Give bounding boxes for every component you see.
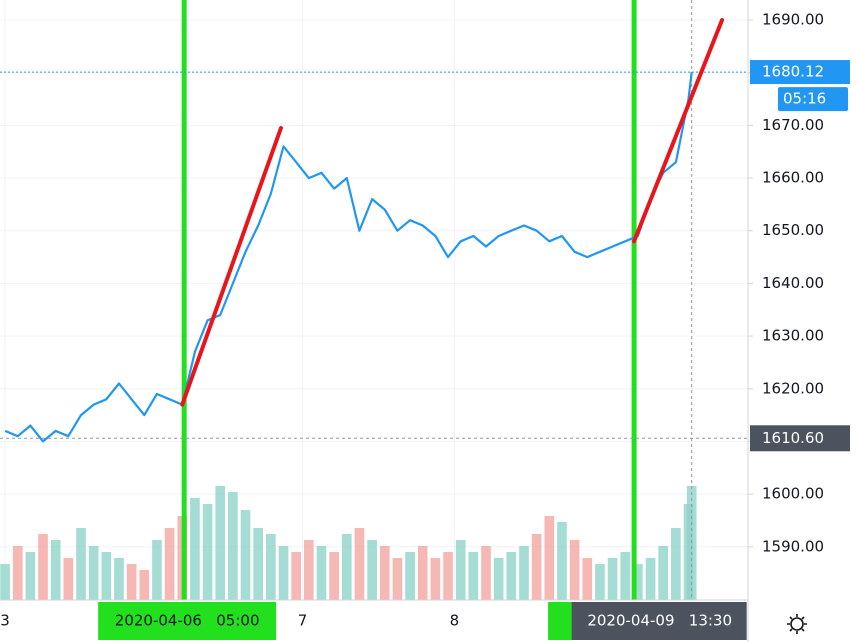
- volume-bar: [405, 552, 415, 600]
- volume-bar: [671, 528, 681, 600]
- volume-bar: [278, 546, 289, 600]
- volume-bar: [544, 516, 555, 600]
- volume-bar: [164, 528, 175, 600]
- volume-bar: [0, 564, 10, 600]
- volume-bar: [557, 522, 567, 600]
- volume-bar: [63, 558, 74, 600]
- plot: [0, 0, 748, 600]
- volume-bar: [620, 552, 631, 600]
- x-tick-label: 7: [298, 612, 308, 630]
- last-price-label: 1680.12: [762, 63, 824, 81]
- volume-bar: [645, 558, 656, 600]
- volume-bar: [658, 546, 669, 600]
- volume-bar: [430, 558, 441, 600]
- volume-bar: [88, 546, 99, 600]
- volume-bar: [114, 558, 124, 600]
- volume-bar: [316, 546, 327, 600]
- volume-bar: [595, 564, 605, 600]
- x-tick-label: 8: [450, 612, 460, 630]
- volume-bar: [392, 558, 403, 600]
- volume-bar: [291, 552, 301, 600]
- volume-bar: [101, 552, 112, 600]
- countdown-label: 05:16: [783, 90, 826, 108]
- volume-bar: [379, 546, 390, 600]
- volume-bar: [569, 540, 580, 600]
- y-tick-label: 1660.00: [762, 169, 824, 187]
- volume-bar: [417, 546, 428, 600]
- volume-bar: [493, 558, 504, 600]
- y-tick-label: 1640.00: [762, 274, 824, 292]
- volume-bar: [329, 552, 339, 600]
- marker-label: 2020-04-06 05:00: [115, 612, 260, 630]
- countdown-box: [778, 87, 848, 112]
- volume-bar: [633, 564, 643, 600]
- volume-bar: [468, 552, 479, 600]
- marker-label-box: [98, 602, 277, 640]
- volume-bar: [354, 528, 365, 600]
- settings-icon[interactable]: [787, 614, 807, 634]
- y-tick-label: 1690.00: [762, 11, 824, 29]
- crosshair-x-label: 2020-04-09 13:30: [587, 612, 732, 630]
- y-tick-label: 1590.00: [762, 537, 824, 555]
- crosshair-x-box: [571, 602, 747, 640]
- volume-bar: [455, 540, 466, 600]
- volume-bar: [253, 528, 264, 600]
- volume-bar: [12, 546, 23, 600]
- volume-bar: [443, 552, 453, 600]
- volume-bar: [266, 534, 276, 600]
- trend-line: [180, 126, 283, 407]
- volume-bar: [582, 558, 593, 600]
- volume-bar: [519, 546, 529, 600]
- y-tick-label: 1630.00: [762, 327, 824, 345]
- volume-bar: [481, 546, 491, 600]
- volume: [0, 486, 697, 600]
- volume-bar: [202, 504, 213, 600]
- x-tick-label: 3: [0, 612, 10, 630]
- volume-bar: [506, 552, 517, 600]
- volume-bar: [367, 540, 377, 600]
- volume-bar: [215, 486, 226, 600]
- volume-bar: [607, 558, 618, 600]
- volume-bar: [50, 540, 61, 600]
- price-line: [4, 71, 693, 443]
- volume-bar: [126, 564, 137, 600]
- volume-bar: [152, 540, 162, 600]
- axes: 1590.001600.001610.001620.001630.001640.…: [0, 11, 850, 640]
- volume-bar: [190, 498, 200, 600]
- volume-bar: [25, 552, 36, 600]
- volume-bar: [341, 534, 352, 600]
- trend-line: [632, 18, 725, 244]
- volume-bar: [240, 510, 251, 600]
- volume-bar: [303, 540, 314, 600]
- volume-bar: [139, 570, 150, 600]
- crosshair-y-label: 1610.60: [762, 429, 824, 447]
- volume-bar: [531, 534, 542, 600]
- y-tick-label: 1600.00: [762, 485, 824, 503]
- volume-bar: [228, 492, 238, 600]
- last-price-box: [750, 60, 850, 85]
- y-tick-label: 1670.00: [762, 116, 824, 134]
- grid: [0, 0, 748, 600]
- y-tick-label: 1620.00: [762, 379, 824, 397]
- volume-bar: [76, 528, 86, 600]
- crosshair-y-box: [750, 425, 850, 452]
- y-tick-label: 1650.00: [762, 221, 824, 239]
- volume-bar: [38, 534, 48, 600]
